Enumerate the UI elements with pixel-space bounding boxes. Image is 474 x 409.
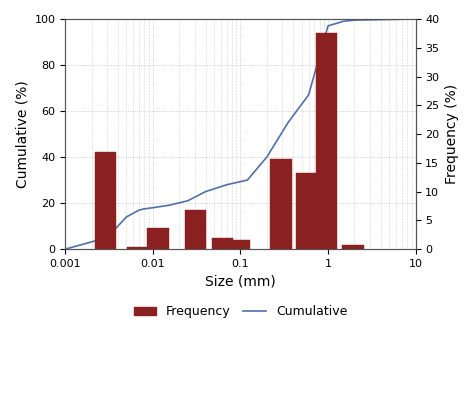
Bar [228,240,250,249]
Bar [270,160,292,249]
Legend: Frequency, Cumulative: Frequency, Cumulative [128,301,352,324]
Bar [211,238,233,249]
Bar [95,153,117,249]
Bar [184,210,207,249]
Y-axis label: Frequency (%): Frequency (%) [445,84,459,184]
Bar [316,33,337,249]
Bar [296,173,318,249]
Bar [147,228,169,249]
Bar [127,247,149,249]
Y-axis label: Cumulative (%): Cumulative (%) [15,80,29,188]
Bar [342,245,364,249]
X-axis label: Size (mm): Size (mm) [205,274,276,288]
